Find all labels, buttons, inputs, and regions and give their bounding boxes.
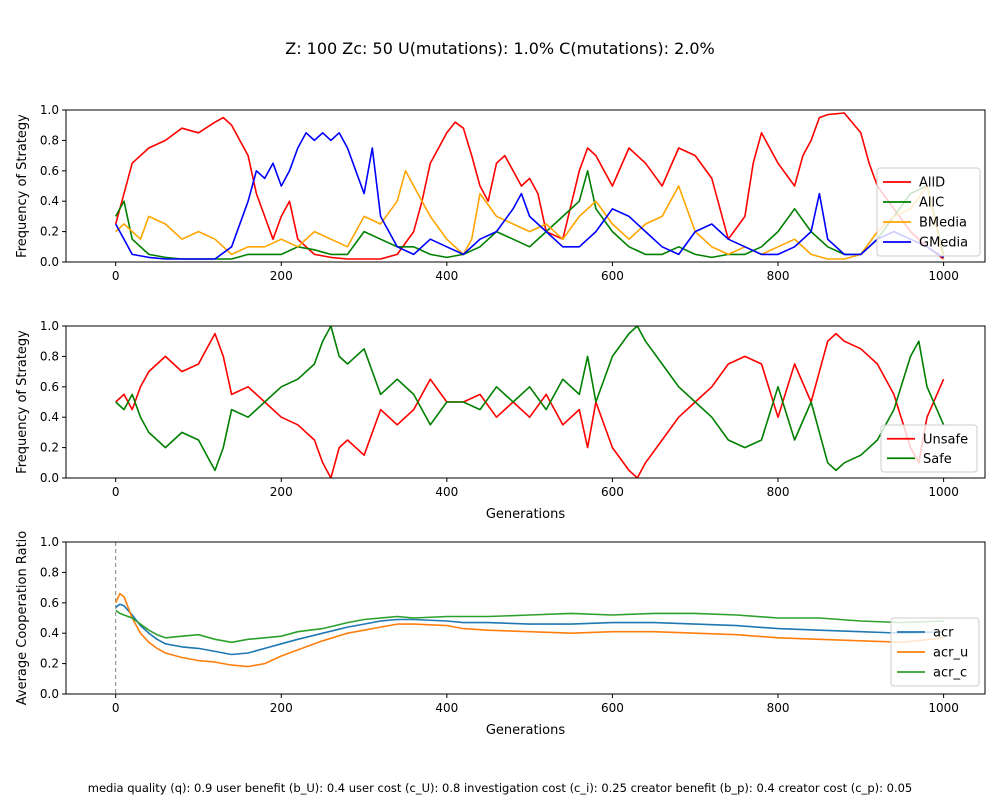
axes-frame [65,325,986,479]
series-line-bmedia [115,170,945,260]
y-tick-label: 0.0 [40,471,59,485]
legend-label: BMedia [919,216,967,231]
x-tick-label: 1000 [928,269,959,283]
x-tick-label: 600 [601,701,624,715]
x-tick-label: 1000 [928,701,959,715]
y-tick-label: 0.6 [40,164,59,178]
y-tick-label: 0.4 [40,410,59,424]
legend-label: Safe [923,452,952,467]
legend: AllD AllC BMedia GMedia [876,167,981,257]
y-tick-label: 0.6 [40,380,59,394]
x-tick-label: 1000 [928,485,959,499]
y-tick-label: 1.0 [40,103,59,117]
x-tick-label: 0 [112,269,120,283]
axes-frame [65,109,986,263]
y-tick-label: 0.6 [40,596,59,610]
series-line-allc [114,170,945,260]
x-tick-label: 0 [112,485,120,499]
x-tick-label: 200 [270,701,293,715]
x-tick-label: 600 [601,485,624,499]
subplot-3: 0 200 400 600 800 1000 0.0 0.2 0.4 0.6 0.8 1.0 Gener… [15,531,986,738]
y-tick-label: 0.4 [40,194,59,208]
legend-label: GMedia [919,236,968,251]
x-tick-label: 800 [767,269,790,283]
x-tick-label: 800 [767,701,790,715]
y-tick-label: 0.2 [40,657,59,671]
y-tick-label: 0.8 [40,133,59,147]
legend-label: acr_c [933,666,967,681]
legend-label: acr_u [933,646,968,661]
y-tick-label: 1.0 [40,535,59,549]
axes-frame [65,541,986,695]
series-line-acr-c [115,609,944,644]
x-axis-label: Generations [486,507,566,522]
y-axis-label: Frequency of Strategy [15,114,30,258]
legend: Unsafe Safe [880,424,978,473]
series-line-alld [114,112,945,260]
x-tick-label: 200 [270,485,293,499]
subplot-1: 0 200 400 600 800 1000 0.0 0.2 0.4 0.6 0.8 1.0 Frequ… [15,103,986,283]
y-tick-label: 0.8 [40,565,59,579]
y-axis-label: Average Cooperation Ratio [15,531,30,706]
y-axis-label: Frequency of Strategy [15,330,30,474]
subplot-2: 0 200 400 600 800 1000 0.0 0.2 0.4 0.6 0.8 1.0 Gener… [15,319,986,522]
legend-label: Unsafe [923,432,968,447]
legend-frame [890,617,980,687]
y-tick-label: 0.0 [40,687,59,701]
series-line-gmedia [114,132,945,260]
x-axis-label: Generations [486,723,566,738]
legend-frame [880,424,978,473]
legend-frame [876,167,981,257]
y-tick-label: 0.2 [40,441,59,455]
x-tick-label: 800 [767,485,790,499]
series-line-acr [115,603,944,656]
legend-label: acr [933,626,954,641]
y-tick-label: 1.0 [40,319,59,333]
y-tick-label: 0.2 [40,225,59,239]
figure-footer-parameters: media quality (q): 0.9 user benefit (b_U… [88,781,913,795]
y-tick-label: 0.8 [40,349,59,363]
y-tick-label: 0.0 [40,255,59,269]
legend-label: AllC [919,196,944,211]
x-tick-label: 400 [435,269,458,283]
series-line-acr-u [114,592,944,668]
legend-label: AllD [919,176,945,191]
x-tick-label: 400 [435,485,458,499]
x-tick-label: 0 [112,701,120,715]
x-tick-label: 400 [435,701,458,715]
plots-group: 0 200 400 600 800 1000 0.0 0.2 0.4 0.6 0.8 1.0 Frequ… [15,103,986,738]
series-line-safe [115,326,945,472]
x-tick-label: 600 [601,269,624,283]
x-tick-label: 200 [270,269,293,283]
series-line-unsafe [115,332,945,478]
legend: acr acr_u acr_c [890,617,980,687]
figure-title: Z: 100 Zc: 50 U(mutations): 1.0% C(mutat… [285,39,715,58]
y-tick-label: 0.4 [40,626,59,640]
